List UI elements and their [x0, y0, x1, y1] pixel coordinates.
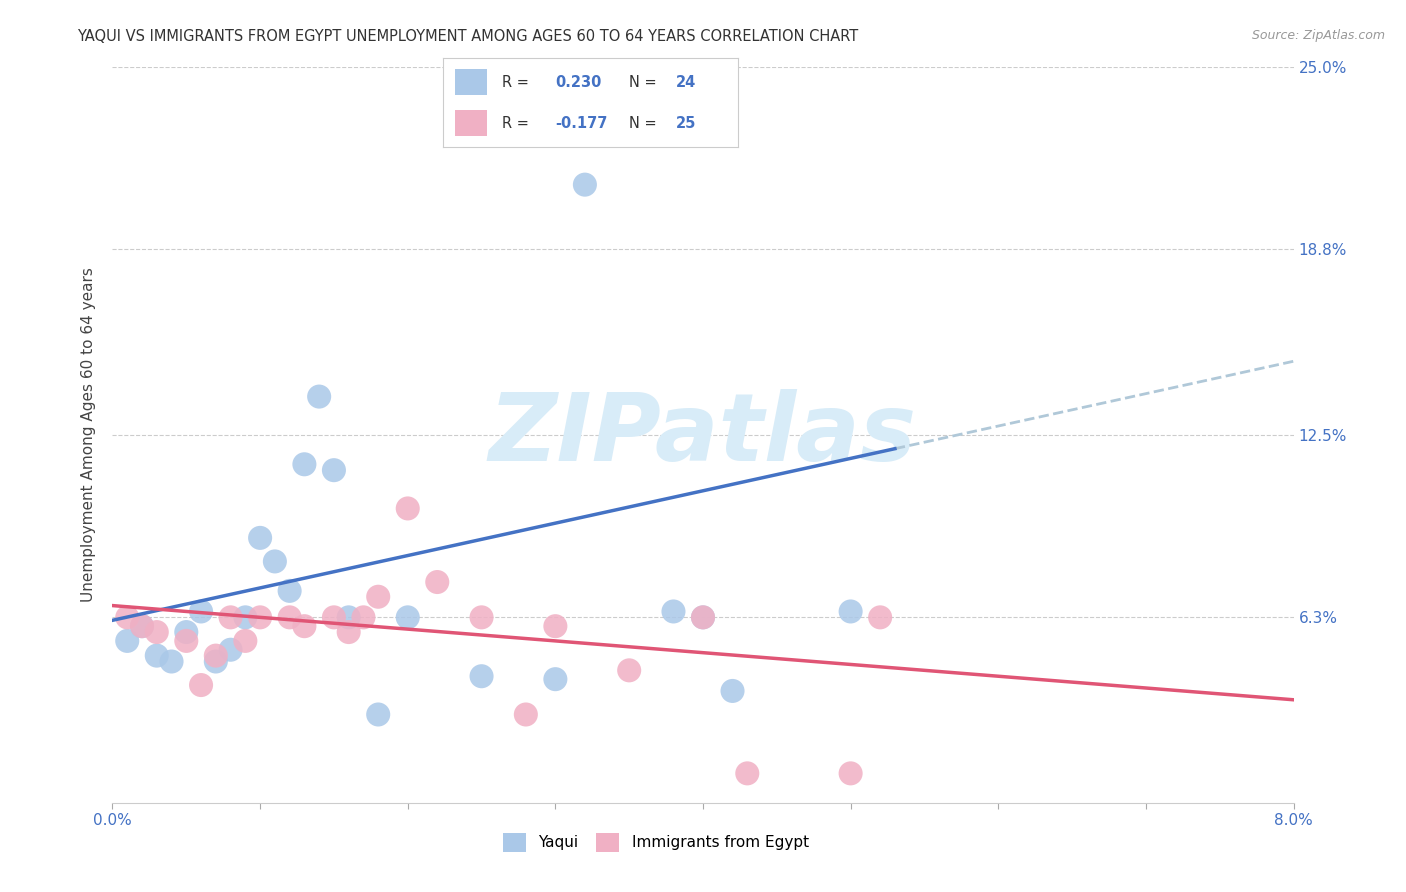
Point	[544, 619, 567, 633]
Point	[219, 610, 242, 624]
Point	[839, 605, 862, 619]
Point	[737, 766, 759, 780]
Point	[308, 390, 330, 404]
FancyBboxPatch shape	[454, 69, 486, 95]
Point	[692, 610, 714, 624]
Point	[323, 610, 346, 624]
Point	[367, 707, 389, 722]
Point	[174, 633, 197, 648]
Point	[249, 531, 271, 545]
Text: 25: 25	[676, 116, 696, 130]
Point	[233, 610, 256, 624]
Point	[515, 707, 537, 722]
Point	[292, 619, 315, 633]
Point	[292, 457, 315, 471]
Point	[190, 678, 212, 692]
Point	[205, 648, 228, 663]
Point	[396, 501, 419, 516]
Point	[471, 669, 494, 683]
Y-axis label: Unemployment Among Ages 60 to 64 years: Unemployment Among Ages 60 to 64 years	[80, 268, 96, 602]
Point	[278, 583, 301, 598]
Text: 24: 24	[676, 75, 696, 89]
Point	[337, 625, 360, 640]
Point	[131, 619, 153, 633]
Point	[278, 610, 301, 624]
Point	[337, 610, 360, 624]
Point	[471, 610, 494, 624]
Point	[190, 605, 212, 619]
Point	[839, 766, 862, 780]
Point	[367, 590, 389, 604]
Text: N =: N =	[628, 116, 661, 130]
Point	[233, 633, 256, 648]
Point	[249, 610, 271, 624]
Point	[619, 664, 641, 678]
Text: N =: N =	[628, 75, 661, 89]
Point	[131, 619, 153, 633]
Point	[869, 610, 891, 624]
Text: YAQUI VS IMMIGRANTS FROM EGYPT UNEMPLOYMENT AMONG AGES 60 TO 64 YEARS CORRELATIO: YAQUI VS IMMIGRANTS FROM EGYPT UNEMPLOYM…	[77, 29, 859, 44]
Point	[323, 463, 346, 477]
Text: Source: ZipAtlas.com: Source: ZipAtlas.com	[1251, 29, 1385, 42]
Text: -0.177: -0.177	[555, 116, 607, 130]
Point	[721, 684, 744, 698]
Text: R =: R =	[502, 75, 533, 89]
Text: 0.230: 0.230	[555, 75, 602, 89]
Text: ZIPatlas: ZIPatlas	[489, 389, 917, 481]
Point	[544, 672, 567, 686]
FancyBboxPatch shape	[454, 110, 486, 136]
Legend: Yaqui, Immigrants from Egypt: Yaqui, Immigrants from Egypt	[496, 827, 815, 858]
Point	[352, 610, 374, 624]
Point	[117, 633, 138, 648]
Point	[174, 625, 197, 640]
Point	[219, 642, 242, 657]
Point	[146, 625, 169, 640]
Point	[396, 610, 419, 624]
Point	[692, 610, 714, 624]
Point	[117, 610, 138, 624]
Point	[146, 648, 169, 663]
Point	[426, 575, 449, 590]
Text: R =: R =	[502, 116, 533, 130]
Point	[662, 605, 685, 619]
Point	[160, 655, 183, 669]
Point	[574, 178, 596, 192]
Point	[264, 554, 287, 568]
Point	[205, 655, 228, 669]
